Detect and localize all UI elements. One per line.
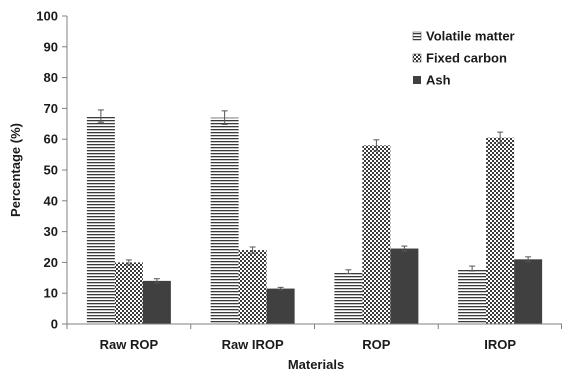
bar-fixed-carbon bbox=[114, 262, 143, 324]
legend-label-fixed-carbon: Fixed carbon bbox=[426, 51, 507, 66]
legend-swatch-ash bbox=[413, 76, 421, 84]
y-tick-label: 100 bbox=[36, 9, 58, 24]
bars-layer bbox=[86, 116, 543, 324]
y-tick-label: 60 bbox=[44, 132, 58, 147]
y-tick-label: 40 bbox=[44, 193, 58, 208]
y-axis-ticks: 0 10 20 30 40 50 60 70 80 90 100 bbox=[36, 9, 67, 332]
y-tick-label: 50 bbox=[44, 163, 58, 178]
axes bbox=[66, 16, 562, 329]
y-tick-label: 90 bbox=[44, 39, 58, 54]
bar-ash bbox=[266, 288, 295, 324]
error-bars-layer bbox=[97, 109, 532, 291]
x-axis-title: Materials bbox=[288, 357, 344, 370]
y-axis-title: Percentage (%) bbox=[8, 123, 23, 217]
legend: Volatile matter Fixed carbon Ash bbox=[412, 29, 515, 88]
bar-ash bbox=[514, 259, 543, 324]
bar-fixed-carbon bbox=[362, 145, 391, 324]
x-tick-label: Raw IROP bbox=[222, 337, 284, 352]
x-tick-label: IROP bbox=[484, 337, 516, 352]
x-tick-label: Raw ROP bbox=[100, 337, 159, 352]
x-axis-tick-labels: Raw ROP Raw IROP ROP IROP bbox=[100, 337, 517, 352]
y-tick-label: 10 bbox=[44, 286, 58, 301]
legend-label-volatile-matter: Volatile matter bbox=[426, 29, 515, 44]
bar-fixed-carbon bbox=[486, 137, 515, 324]
y-tick-label: 80 bbox=[44, 70, 58, 85]
bar-ash bbox=[142, 280, 171, 324]
legend-swatch-volatile-matter bbox=[412, 31, 422, 41]
legend-label-ash: Ash bbox=[426, 73, 451, 88]
bar-volatile-matter bbox=[458, 268, 487, 324]
x-tick-label: ROP bbox=[362, 337, 391, 352]
bar-ash bbox=[390, 248, 419, 324]
bar-volatile-matter bbox=[334, 271, 363, 324]
legend-swatch-fixed-carbon bbox=[412, 53, 422, 63]
bar-volatile-matter bbox=[86, 116, 115, 324]
y-tick-label: 70 bbox=[44, 101, 58, 116]
bar-volatile-matter bbox=[210, 117, 239, 324]
y-tick-label: 0 bbox=[51, 317, 58, 332]
y-tick-label: 30 bbox=[44, 224, 58, 239]
y-tick-label: 20 bbox=[44, 255, 58, 270]
bar-fixed-carbon bbox=[238, 250, 267, 324]
